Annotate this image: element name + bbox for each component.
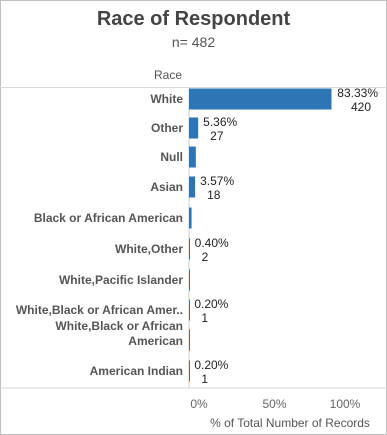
percent-label: 0.20% <box>194 297 228 311</box>
bar <box>189 146 196 168</box>
percent-label: 0.40% <box>195 236 229 250</box>
category-label: American Indian <box>90 364 183 378</box>
bar <box>189 238 190 260</box>
category-label: Null <box>160 150 183 164</box>
x-axis-title: % of Total Number of Records <box>210 416 370 430</box>
category-label: Asian <box>150 180 183 194</box>
header-divider <box>0 87 387 88</box>
bar <box>189 176 196 198</box>
bar <box>189 117 199 139</box>
category-label: White <box>150 92 183 106</box>
percent-label: 0.20% <box>194 358 228 372</box>
count-label: 18 <box>207 188 221 202</box>
bar <box>189 329 190 351</box>
category-label: Other <box>151 121 183 135</box>
x-tick-label: 100% <box>330 397 361 411</box>
category-label: White,Other <box>115 242 183 256</box>
percent-label: 5.36% <box>203 115 237 129</box>
count-label: 2 <box>202 250 209 264</box>
category-label: White,Pacific Islander <box>59 273 183 287</box>
count-label: 420 <box>351 100 371 114</box>
count-label: 1 <box>201 372 208 386</box>
category-label: White,Black or African Amer.. <box>16 303 183 317</box>
percent-label: 3.57% <box>200 174 234 188</box>
category-label: Black or African American <box>34 211 183 225</box>
x-tick-label: 0% <box>190 397 208 411</box>
bar <box>189 360 190 382</box>
chart-title: Race of Respondent <box>96 8 291 30</box>
bar <box>189 299 190 321</box>
chart-subtitle: n= 482 <box>171 34 216 50</box>
row-header: Race <box>153 68 182 82</box>
count-label: 27 <box>210 129 224 143</box>
bar <box>189 88 332 110</box>
bar <box>189 269 190 291</box>
category-label: White,Black or African American <box>55 319 183 348</box>
percent-label: 83.33% <box>337 86 378 100</box>
x-tick-label: 50% <box>262 397 286 411</box>
count-label: 1 <box>201 311 208 325</box>
bar <box>189 207 192 229</box>
